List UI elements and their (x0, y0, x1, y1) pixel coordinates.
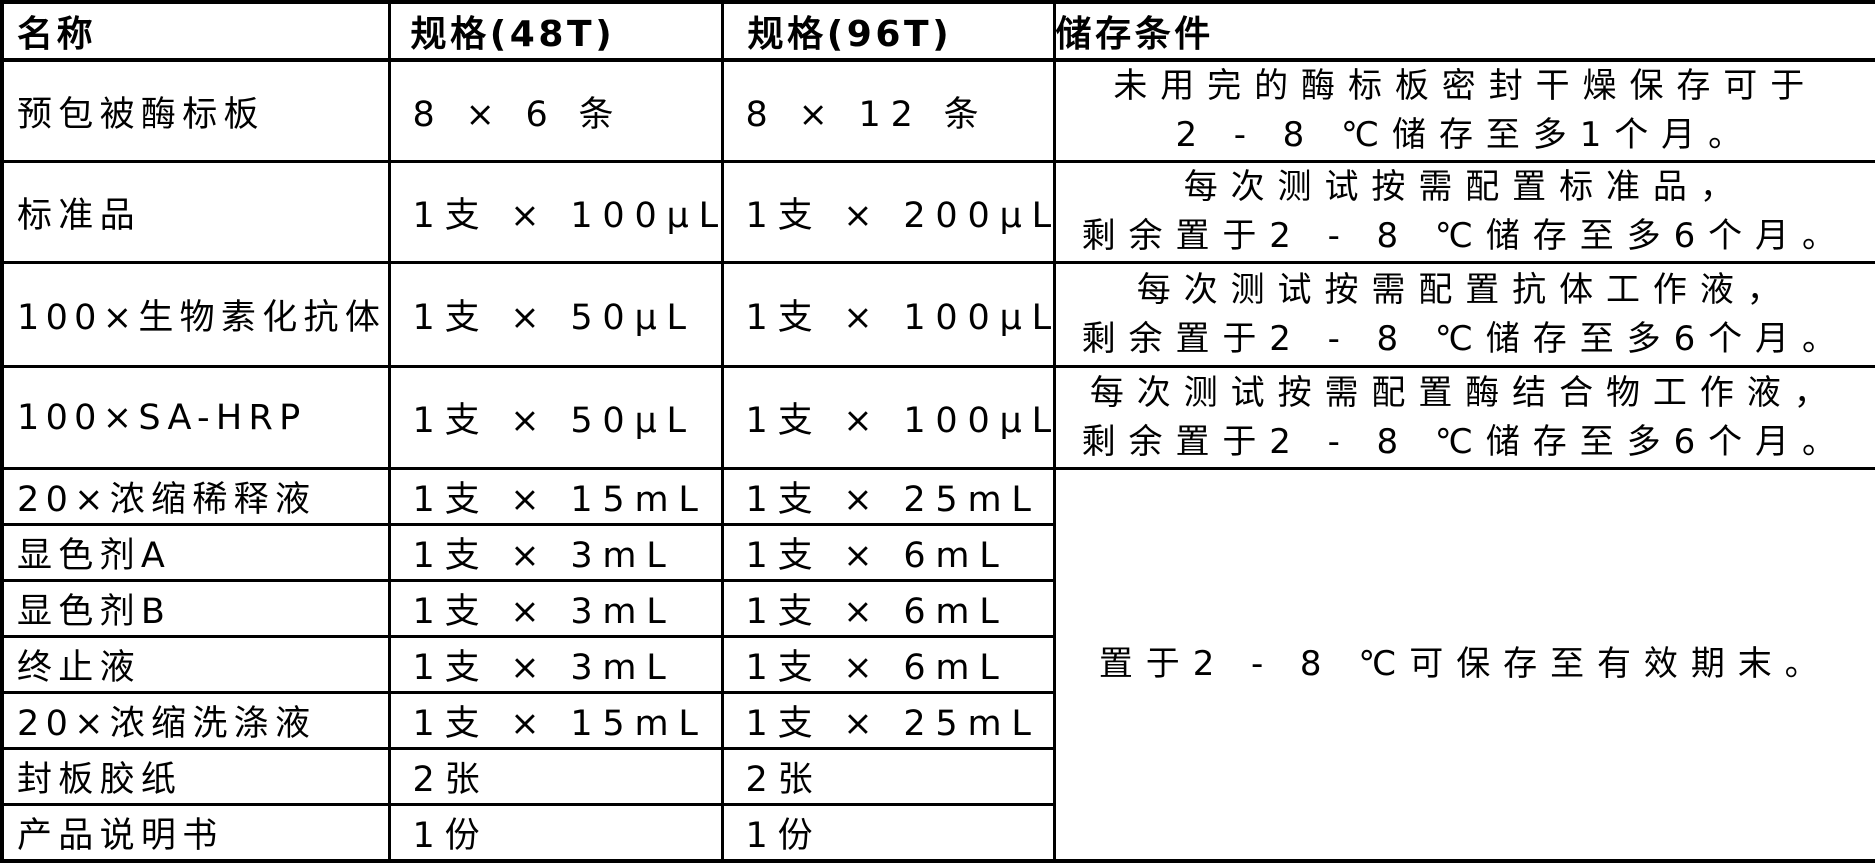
spec-48t-cell: 1支 × 3mL (387, 635, 724, 694)
component-name: 终止液 (0, 635, 391, 694)
spec-48t-cell: 1支 × 50μL (387, 261, 724, 368)
spec-96t-cell: 1支 × 200μL (720, 160, 1056, 264)
storage-text-line1: 每次测试按需配置标准品， (1183, 167, 1747, 207)
table-row: 20×浓缩洗涤液 1支 × 15mL 1支 × 25mL (0, 691, 1875, 750)
storage-condition-cell: 未用完的酶标板密封干燥保存可于 2 - 8 ℃储存至多1个月。 (1052, 58, 1875, 163)
storage-condition-cell: 每次测试按需配置标准品， 剩余置于2 - 8 ℃储存至多6个月。 (1052, 160, 1875, 264)
storage-text-line2: 剩余置于2 - 8 ℃储存至多6个月。 (1081, 421, 1849, 462)
component-name: 20×浓缩洗涤液 (0, 691, 391, 750)
col-header-name: 名称 (0, 0, 391, 62)
component-name: 封板胶纸 (0, 747, 391, 806)
component-name: 20×浓缩稀释液 (0, 467, 391, 526)
table-row: 终止液 1支 × 3mL 1支 × 6mL (0, 635, 1875, 694)
spec-48t-cell: 1份 (387, 803, 724, 863)
storage-text-line1: 未用完的酶标板密封干燥保存可于 (1113, 66, 1818, 106)
component-name: 100×生物素化抗体 (0, 261, 391, 368)
table-row: 100×生物素化抗体 1支 × 50μL 1支 × 100μL 每次测试按需配置… (0, 261, 1875, 368)
col-header-spec-96t: 规格(96T) (720, 0, 1056, 62)
spec-96t-cell: 1支 × 6mL (720, 579, 1056, 638)
spec-96t-cell: 1份 (720, 803, 1056, 863)
col-header-storage-conditions: 储存条件 (1052, 0, 1875, 62)
spec-48t-cell: 1支 × 50μL (387, 365, 724, 470)
spec-48t-cell: 2张 (387, 747, 724, 806)
component-name: 产品说明书 (0, 803, 391, 863)
component-name: 预包被酶标板 (0, 58, 391, 163)
storage-text-line2: 剩余置于2 - 8 ℃储存至多6个月。 (1081, 216, 1849, 256)
table-header-row: 名称 规格(48T) 规格(96T) 储存条件 (0, 0, 1875, 62)
spec-48t-cell: 1支 × 100μL (387, 160, 724, 264)
spec-96t-cell: 2张 (720, 747, 1056, 806)
component-name: 显色剂A (0, 523, 391, 582)
storage-condition-cell: 每次测试按需配置抗体工作液， 剩余置于2 - 8 ℃储存至多6个月。 (1052, 261, 1875, 368)
spec-48t-cell: 1支 × 3mL (387, 523, 724, 582)
spec-96t-cell: 1支 × 25mL (720, 691, 1056, 750)
table-row: 显色剂A 1支 × 3mL 1支 × 6mL (0, 523, 1875, 582)
storage-text-line2: 剩余置于2 - 8 ℃储存至多6个月。 (1081, 318, 1849, 359)
spec-48t-cell: 8 × 6 条 (387, 58, 724, 163)
table-row: 预包被酶标板 8 × 6 条 8 × 12 条 未用完的酶标板密封干燥保存可于 … (0, 58, 1875, 163)
table-row: 标准品 1支 × 100μL 1支 × 200μL 每次测试按需配置标准品， 剩… (0, 160, 1875, 264)
spec-96t-cell: 8 × 12 条 (720, 58, 1056, 163)
table-row: 20×浓缩稀释液 1支 × 15mL 1支 × 25mL 置于2 - 8 ℃可保… (0, 467, 1875, 863)
storage-condition-cell: 每次测试按需配置酶结合物工作液， 剩余置于2 - 8 ℃储存至多6个月。 (1052, 365, 1875, 470)
spec-48t-cell: 1支 × 3mL (387, 579, 724, 638)
col-header-spec-48t: 规格(48T) (387, 0, 724, 62)
spec-96t-cell: 1支 × 6mL (720, 523, 1056, 582)
storage-condition-merged-cell: 置于2 - 8 ℃可保存至有效期末。 (1052, 467, 1875, 863)
spec-48t-cell: 1支 × 15mL (387, 467, 724, 526)
storage-text-line1: 每次测试按需配置酶结合物工作液， (1089, 372, 1841, 413)
component-name: 标准品 (0, 160, 391, 264)
table-row: 100×SA-HRP 1支 × 50μL 1支 × 100μL 每次测试按需配置… (0, 365, 1875, 470)
spec-96t-cell: 1支 × 100μL (720, 365, 1056, 470)
storage-text-line2: 2 - 8 ℃储存至多1个月。 (1175, 115, 1756, 155)
spec-96t-cell: 1支 × 100μL (720, 261, 1056, 368)
table-row: 显色剂B 1支 × 3mL 1支 × 6mL (0, 579, 1875, 638)
spec-96t-cell: 1支 × 6mL (720, 635, 1056, 694)
spec-48t-cell: 1支 × 15mL (387, 691, 724, 750)
component-name: 显色剂B (0, 579, 391, 638)
storage-text-line1: 每次测试按需配置抗体工作液， (1136, 269, 1794, 310)
spec-96t-cell: 1支 × 25mL (720, 467, 1056, 526)
component-name: 100×SA-HRP (0, 365, 391, 470)
